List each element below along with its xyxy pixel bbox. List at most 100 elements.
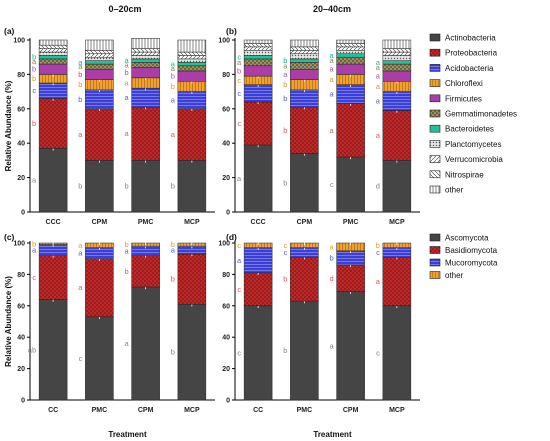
bar-segment-actinobacteria bbox=[177, 160, 207, 213]
y-tick-label: 60 bbox=[222, 303, 230, 310]
significance-letter: a bbox=[78, 62, 83, 71]
bar-segment-basidiomycota bbox=[38, 255, 68, 300]
bar-segment-acidobacteria bbox=[336, 84, 365, 104]
significance-letter: a bbox=[329, 90, 334, 99]
bar-segment-proteobacteria bbox=[131, 106, 160, 161]
bar-segment-verrucomicrobia bbox=[336, 46, 365, 51]
bar-segment-verrucomicrobia bbox=[131, 51, 160, 56]
bar-segment-bacteroidetes bbox=[382, 60, 412, 65]
significance-letter: b bbox=[124, 68, 128, 77]
bar-segment-acidobacteria bbox=[85, 89, 114, 110]
x-tick-label: PMC bbox=[92, 407, 108, 414]
significance-letter: a bbox=[78, 249, 83, 258]
significance-letter: b bbox=[32, 53, 36, 62]
x-tick-label: CCC bbox=[251, 219, 266, 226]
bar-segment-proteobacteria bbox=[38, 98, 68, 149]
y-tick-label: 100 bbox=[218, 241, 230, 248]
bar-segment-other bbox=[85, 39, 114, 51]
legend-fungi: Ascomycota Basidiomycota Mucoromycota other bbox=[429, 234, 498, 280]
bar-segment-bacteroidetes bbox=[177, 62, 207, 67]
significance-letter: c bbox=[237, 76, 241, 85]
y-axis-label: Relative Abundance (%) bbox=[4, 80, 13, 171]
bar-segment-verrucomicrobia bbox=[382, 51, 412, 56]
significance-letter: c bbox=[237, 119, 241, 128]
legend-swatch-proteobacteria bbox=[429, 48, 441, 57]
bar-segment-other bbox=[243, 39, 273, 44]
legend-swatch-bacteroidetes bbox=[429, 124, 441, 133]
significance-letter: b bbox=[283, 126, 287, 135]
significance-letter: a bbox=[329, 126, 334, 135]
significance-letter: a bbox=[376, 82, 381, 91]
bar-segment-acidobacteria bbox=[243, 84, 273, 103]
significance-letter: a bbox=[329, 75, 334, 84]
x-tick-label: MCP bbox=[184, 219, 200, 226]
significance-letter: b bbox=[78, 95, 82, 104]
significance-letter: b bbox=[78, 80, 82, 89]
legend-swatch-planctomycetes bbox=[429, 140, 441, 148]
legend-swatch-firmicutes bbox=[429, 94, 441, 103]
significance-letter: a bbox=[32, 246, 37, 255]
significance-letter: d bbox=[329, 274, 333, 283]
legend-label-other: other bbox=[445, 271, 464, 280]
y-tick-label: 100 bbox=[218, 38, 230, 45]
column-title-0-20cm: 0–20cm bbox=[108, 4, 141, 14]
bar-segment-actinobacteria bbox=[85, 160, 114, 213]
legend-label-actinobacteria: Actinobacteria bbox=[445, 34, 496, 43]
bar-segment-other bbox=[336, 39, 365, 44]
y-tick-label: 40 bbox=[222, 141, 230, 148]
bar-segment-ascomycota bbox=[131, 286, 160, 401]
bar-segment-planctomycetes bbox=[382, 55, 412, 61]
legend-label-mucoromycota: Mucoromycota bbox=[445, 259, 498, 268]
significance-letter: a bbox=[376, 97, 381, 106]
bar-segment-bacteroidetes bbox=[131, 58, 160, 63]
bar-segment-acidobacteria bbox=[382, 91, 412, 111]
significance-letter: c bbox=[237, 89, 241, 98]
legend-swatch-actinobacteria bbox=[429, 33, 441, 42]
significance-letter: a bbox=[78, 283, 83, 292]
legend-swatch-chloroflexi bbox=[429, 79, 441, 87]
significance-letter: a bbox=[124, 129, 129, 138]
bar-segment-firmicutes bbox=[85, 68, 114, 80]
significance-letter: a bbox=[78, 58, 83, 67]
legend-label-nitrospirae: Nitrospirae bbox=[445, 170, 484, 179]
x-tick-label: CC bbox=[48, 407, 58, 414]
bar-segment-planctomycetes bbox=[38, 51, 68, 56]
bar-segment-firmicutes bbox=[290, 68, 319, 80]
y-tick-label: 0 bbox=[21, 398, 25, 405]
x-tick-label: CPM bbox=[138, 407, 154, 414]
significance-letter: b bbox=[124, 182, 128, 191]
bar-segment-actinobacteria bbox=[336, 156, 365, 213]
significance-letter: a bbox=[32, 57, 37, 66]
bar-segment-gemmatimonadetes bbox=[336, 56, 365, 65]
significance-letter: a bbox=[329, 65, 334, 74]
y-tick-label: 0 bbox=[226, 398, 230, 405]
significance-letter: c bbox=[32, 86, 36, 95]
significance-letter: a bbox=[124, 79, 129, 88]
panel-1: (b)020406080100acccbacCCCbbbbaabCPMcaaaa… bbox=[218, 26, 420, 226]
bar-segment-actinobacteria bbox=[38, 148, 68, 213]
bar-segment-gemmatimonadetes bbox=[382, 63, 412, 72]
significance-letter: b bbox=[171, 240, 175, 249]
y-tick-label: 40 bbox=[17, 335, 25, 342]
bar-segment-other bbox=[177, 39, 207, 53]
legend-label-basidiomycota: Basidiomycota bbox=[445, 246, 498, 255]
bar-segment-acidobacteria bbox=[38, 82, 68, 99]
bar-segment-firmicutes bbox=[131, 67, 160, 79]
bar-segment-gemmatimonadetes bbox=[290, 62, 319, 70]
significance-letter: a bbox=[171, 246, 176, 255]
bar-segment-proteobacteria bbox=[85, 108, 114, 161]
y-tick-label: 20 bbox=[17, 175, 25, 182]
legend-swatch-other bbox=[429, 271, 441, 279]
panel-label: (a) bbox=[4, 26, 15, 36]
significance-letter: b bbox=[171, 348, 175, 357]
bar-segment-proteobacteria bbox=[177, 108, 207, 161]
significance-letter: a bbox=[171, 96, 176, 105]
bar-segment-gemmatimonadetes bbox=[177, 65, 207, 72]
bar-segment-actinobacteria bbox=[243, 144, 273, 213]
y-tick-label: 100 bbox=[13, 38, 25, 45]
bar-segment-firmicutes bbox=[243, 65, 273, 77]
